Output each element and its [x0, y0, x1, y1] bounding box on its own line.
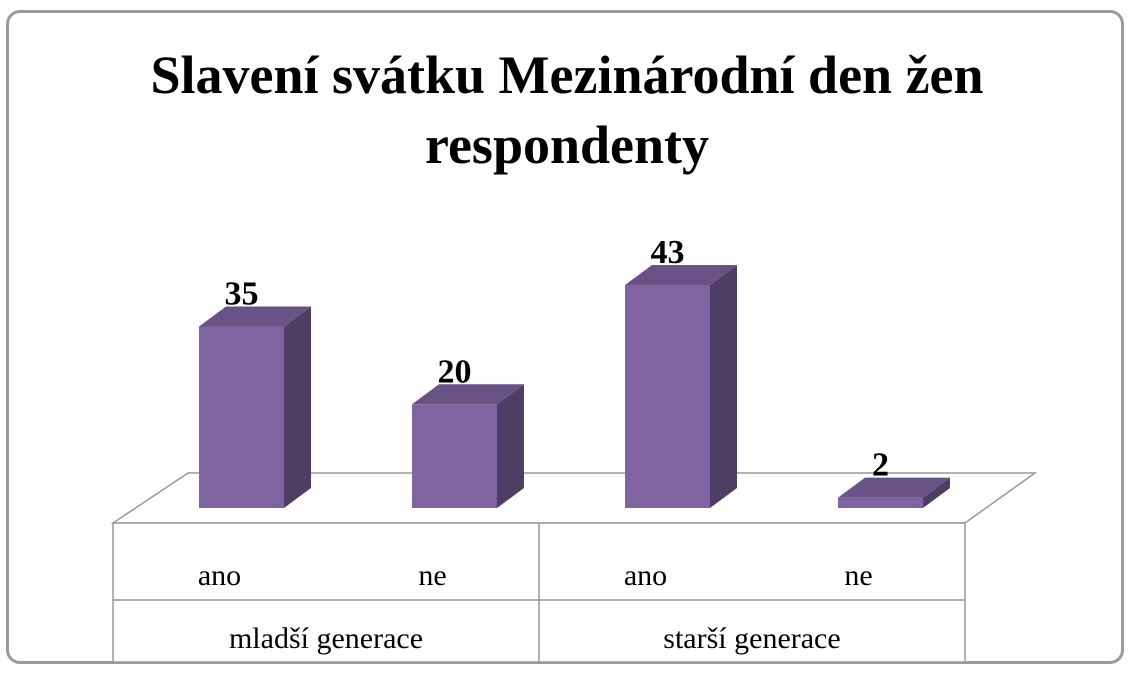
bar-top [199, 306, 311, 327]
chart-title: Slavení svátku Mezinárodní den žen respo… [150, 45, 984, 175]
bar [838, 497, 923, 508]
data-label: 20 [438, 353, 472, 390]
bar [625, 285, 710, 508]
bar [412, 404, 497, 508]
bar [199, 326, 284, 508]
bar-side [284, 306, 311, 508]
x-tick-label: ano [624, 559, 667, 592]
data-label: 2 [872, 447, 889, 484]
group-label: mladší generace [229, 622, 423, 655]
data-label: 43 [651, 234, 685, 271]
bar-top [625, 265, 737, 285]
x-tick-label: ne [844, 559, 872, 592]
bar-side [497, 384, 524, 508]
bar-top [838, 477, 950, 498]
bar-side [923, 477, 950, 508]
x-tick-label: ne [418, 559, 446, 592]
x-tick-label: ano [198, 559, 241, 592]
group-label: starší generace [663, 622, 840, 655]
data-label: 35 [225, 275, 259, 312]
bar-top [412, 384, 524, 405]
bar-side [710, 265, 737, 508]
